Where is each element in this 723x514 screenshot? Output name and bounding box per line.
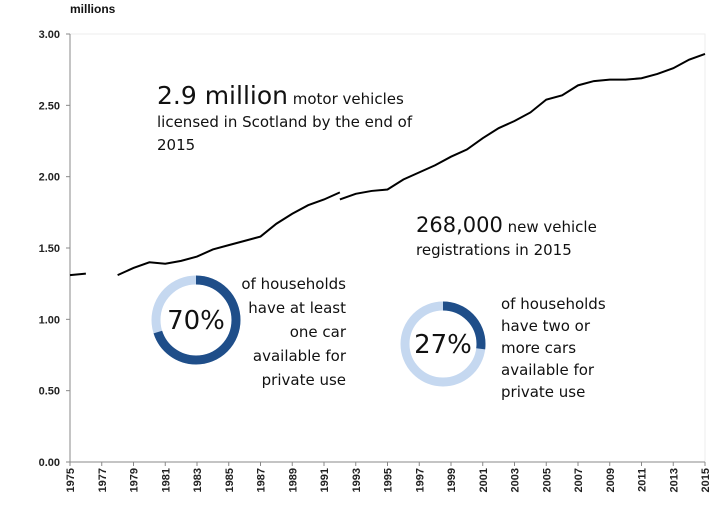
donut1-line: available for (252, 347, 346, 365)
x-tick-label: 1989 (287, 468, 299, 492)
y-tick-label: 2.50 (39, 100, 60, 112)
x-tick-label: 1979 (129, 468, 141, 492)
donut2-line: have two or (501, 317, 591, 335)
x-tick-label: 1981 (160, 468, 172, 492)
series-line-segment (117, 191, 341, 277)
registrations-text: new vehicle (507, 218, 597, 236)
x-tick-label: 2009 (605, 468, 617, 492)
vehicles-figure: 2.9 million (157, 81, 288, 110)
donut1-line: private use (261, 371, 346, 389)
donut2-text: of households have two or more cars avai… (501, 293, 606, 403)
donut1-value-arc (151, 275, 241, 365)
x-tick-label: 1997 (414, 468, 426, 492)
y-tick-label: 0.00 (39, 457, 60, 469)
y-tick-label: 1.50 (39, 243, 60, 255)
donut1-line: one car (289, 323, 346, 341)
donut2-line: private use (501, 383, 586, 401)
registrations-text-line2: registrations in 2015 (416, 241, 572, 259)
donut1-text: of households have at least one car avai… (232, 272, 346, 392)
x-tick-label: 1999 (446, 468, 458, 492)
donut2-value-arc (400, 301, 486, 387)
vehicles-text-line2: licensed in Scotland by the end of (157, 113, 413, 131)
x-tick-label: 1983 (192, 468, 204, 492)
x-tick-label: 2001 (478, 468, 490, 492)
x-tick-label: 1977 (97, 468, 109, 492)
donut2-line: more cars (501, 339, 577, 357)
y-tick-label: 3.00 (39, 29, 60, 41)
y-axis-label: millions (70, 2, 116, 16)
x-tick-label: 2003 (510, 468, 522, 492)
donut1-line: have at least (248, 299, 346, 317)
x-tick-label: 1993 (351, 468, 363, 492)
donut1-line: of households (241, 275, 346, 293)
registrations-figure: 268,000 (416, 213, 503, 237)
x-tick-label: 1991 (319, 468, 331, 492)
y-tick-label: 0.50 (39, 386, 60, 398)
vehicles-annotation: 2.9 million motor vehicles licensed in S… (157, 81, 413, 157)
x-tick-label: 1975 (65, 468, 77, 492)
vehicles-text-line3: 2015 (157, 136, 196, 154)
x-tick-label: 2007 (573, 468, 585, 492)
y-tick-label: 2.00 (39, 172, 60, 184)
registrations-annotation: 268,000 new vehicle registrations in 201… (416, 214, 597, 262)
x-tick-label: 2015 (700, 468, 712, 492)
donut1-label: 70% (167, 306, 225, 336)
x-tick-label: 2005 (541, 468, 553, 492)
y-tick-label: 1.00 (39, 314, 60, 326)
donut2-line: of households (501, 295, 606, 313)
x-tick-label: 2013 (668, 468, 680, 492)
vehicles-text: motor vehicles (292, 90, 404, 108)
series-line-segment (69, 272, 86, 277)
donut2-label: 27% (414, 330, 472, 360)
x-tick-label: 1995 (383, 468, 395, 492)
x-tick-label: 1987 (256, 468, 268, 492)
donut2-line: available for (501, 361, 595, 379)
x-tick-label: 1985 (224, 468, 236, 492)
series-line-segment (339, 53, 706, 201)
x-tick-label: 2011 (637, 468, 649, 492)
